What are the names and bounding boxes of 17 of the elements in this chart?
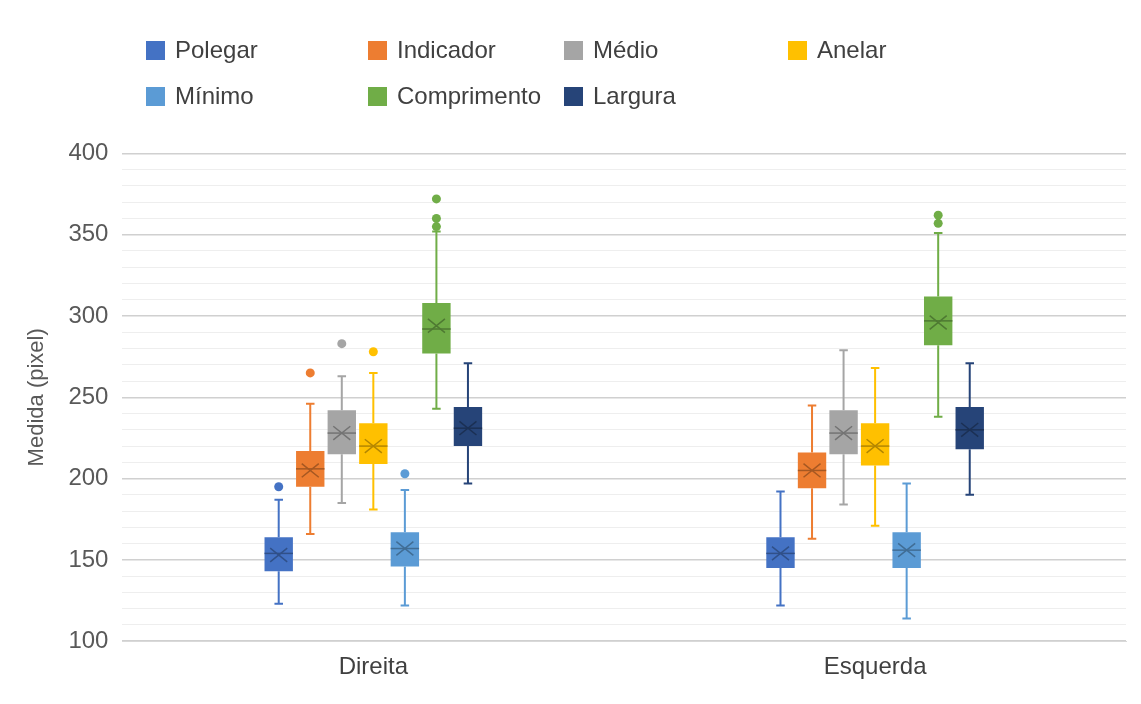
legend-label: Indicador bbox=[397, 36, 496, 64]
y-tick-label: 250 bbox=[68, 381, 109, 409]
y-tick-label: 100 bbox=[68, 625, 109, 653]
legend-label: Comprimento bbox=[397, 82, 542, 110]
x-tick-label: Direita bbox=[338, 652, 409, 680]
y-tick-label: 400 bbox=[68, 138, 109, 166]
y-axis-title: Medida (pixel) bbox=[23, 328, 49, 467]
y-tick-label: 150 bbox=[68, 544, 109, 572]
legend-label: Médio bbox=[593, 36, 659, 64]
legend-label: Polegar bbox=[175, 36, 258, 64]
y-tick-label: 350 bbox=[68, 219, 109, 247]
y-tick-label: 200 bbox=[68, 463, 109, 491]
legend-label: Anelar bbox=[817, 36, 887, 64]
y-tick-label: 300 bbox=[68, 300, 109, 328]
legend-label: Largura bbox=[593, 82, 676, 110]
x-tick-label: Esquerda bbox=[823, 652, 928, 680]
legend-label: Mínimo bbox=[175, 82, 254, 110]
